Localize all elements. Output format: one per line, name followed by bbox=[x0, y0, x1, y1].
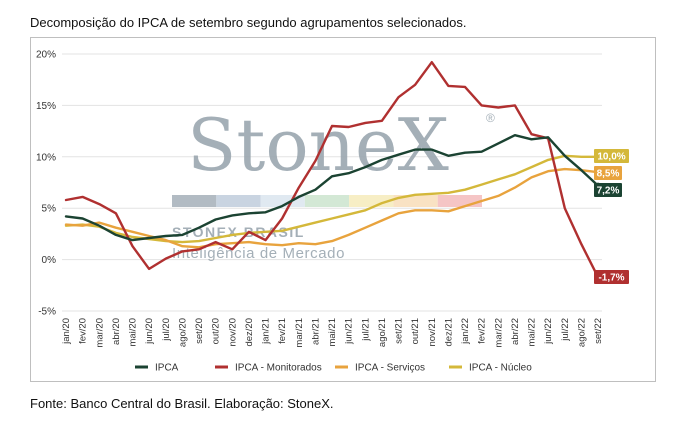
x-tick-label: fev/20 bbox=[78, 318, 89, 344]
y-tick-label: 10% bbox=[36, 152, 56, 163]
chart-source: Fonte: Banco Central do Brasil. Elaboraç… bbox=[30, 396, 334, 411]
x-tick-label: jun/20 bbox=[144, 318, 155, 345]
stonex-watermark: StoneX ® STONEX BRASIL Inteligência de M… bbox=[172, 103, 495, 262]
x-tick-label: dez/21 bbox=[443, 318, 454, 347]
end-label-box bbox=[594, 166, 622, 180]
watermark-block bbox=[437, 195, 482, 207]
x-tick-label: jan/21 bbox=[261, 318, 272, 345]
chart-caption: Decomposição do IPCA de setembro segundo… bbox=[30, 15, 467, 30]
y-axis-ticks: -5% 0% 5% 10% 15% 20% bbox=[36, 50, 56, 318]
x-tick-label: mai/22 bbox=[527, 318, 538, 347]
x-tick-label: jul/20 bbox=[161, 318, 172, 342]
x-tick-label: abr/22 bbox=[510, 318, 521, 345]
watermark-block bbox=[304, 195, 350, 207]
x-tick-label: jan/20 bbox=[61, 318, 72, 345]
x-tick-label: mar/21 bbox=[294, 318, 305, 348]
x-tick-label: ago/21 bbox=[377, 318, 388, 347]
watermark-registered: ® bbox=[486, 111, 495, 125]
x-tick-label: jun/22 bbox=[543, 318, 554, 345]
x-tick-label: jul/22 bbox=[560, 318, 571, 342]
legend-label: IPCA - Núcleo bbox=[469, 363, 532, 374]
x-tick-label: set/21 bbox=[394, 318, 405, 344]
x-tick-label: set/22 bbox=[593, 318, 604, 344]
end-labels: 10,0% 8,5% 7,2% -1,7% bbox=[594, 149, 629, 284]
x-tick-label: jun/21 bbox=[344, 318, 355, 345]
x-tick-label: abr/20 bbox=[111, 318, 122, 345]
end-label-box bbox=[594, 183, 622, 197]
x-tick-label: fev/21 bbox=[277, 318, 288, 344]
x-tick-label: jan/22 bbox=[460, 318, 471, 345]
x-tick-label: out/21 bbox=[410, 318, 421, 344]
x-tick-label: jul/21 bbox=[360, 318, 371, 342]
series-line-ipca bbox=[64, 133, 600, 242]
x-tick-label: nov/20 bbox=[227, 318, 238, 347]
end-label: 7,2% bbox=[597, 186, 620, 197]
series-line-ipca-n-cleo bbox=[64, 154, 600, 244]
x-tick-label: out/20 bbox=[211, 318, 222, 344]
series-lines bbox=[64, 61, 601, 281]
x-tick-label: fev/22 bbox=[477, 318, 488, 344]
end-label-box bbox=[594, 149, 629, 163]
x-tick-label: ago/20 bbox=[177, 318, 188, 347]
y-tick-label: -5% bbox=[38, 307, 56, 318]
end-label: 8,5% bbox=[597, 169, 620, 180]
series-line-ipca-monitorados bbox=[64, 61, 600, 279]
y-tick-label: 15% bbox=[36, 101, 56, 112]
x-axis-ticks: jan/20 fev/20 mar/20 abr/20 mai/20 jun/20 jul/… bbox=[61, 318, 604, 348]
x-tick-label: mar/22 bbox=[493, 318, 504, 348]
x-tick-label: mar/20 bbox=[94, 318, 105, 348]
watermark-line2: Inteligência de Mercado bbox=[172, 245, 345, 262]
y-tick-label: 5% bbox=[42, 204, 57, 215]
legend-label: IPCA - Serviços bbox=[355, 363, 425, 374]
watermark-block bbox=[216, 195, 261, 207]
chart-frame bbox=[30, 37, 656, 382]
legend-label: IPCA - Monitorados bbox=[235, 363, 322, 374]
legend-label: IPCA bbox=[155, 363, 179, 374]
end-label: -1,7% bbox=[598, 273, 624, 284]
x-tick-label: ago/22 bbox=[576, 318, 587, 347]
end-label: 10,0% bbox=[597, 152, 625, 163]
legend: IPCA IPCA - Monitorados IPCA - Serviços IPC… bbox=[135, 363, 532, 374]
x-tick-label: dez/20 bbox=[244, 318, 255, 347]
x-tick-label: nov/21 bbox=[427, 318, 438, 347]
x-tick-label: set/20 bbox=[194, 318, 205, 344]
watermark-color-blocks bbox=[172, 195, 482, 207]
end-label-box bbox=[594, 270, 629, 284]
watermark-block bbox=[172, 195, 217, 207]
y-tick-label: 0% bbox=[42, 255, 57, 266]
x-tick-label: mai/20 bbox=[128, 318, 139, 347]
x-tick-label: abr/21 bbox=[310, 318, 321, 345]
watermark-line1: STONEX BRASIL bbox=[172, 224, 305, 240]
grid-lines bbox=[62, 53, 602, 312]
watermark-brand: StoneX bbox=[187, 103, 449, 187]
x-tick-label: mai/21 bbox=[327, 318, 338, 347]
y-tick-label: 20% bbox=[36, 50, 56, 61]
